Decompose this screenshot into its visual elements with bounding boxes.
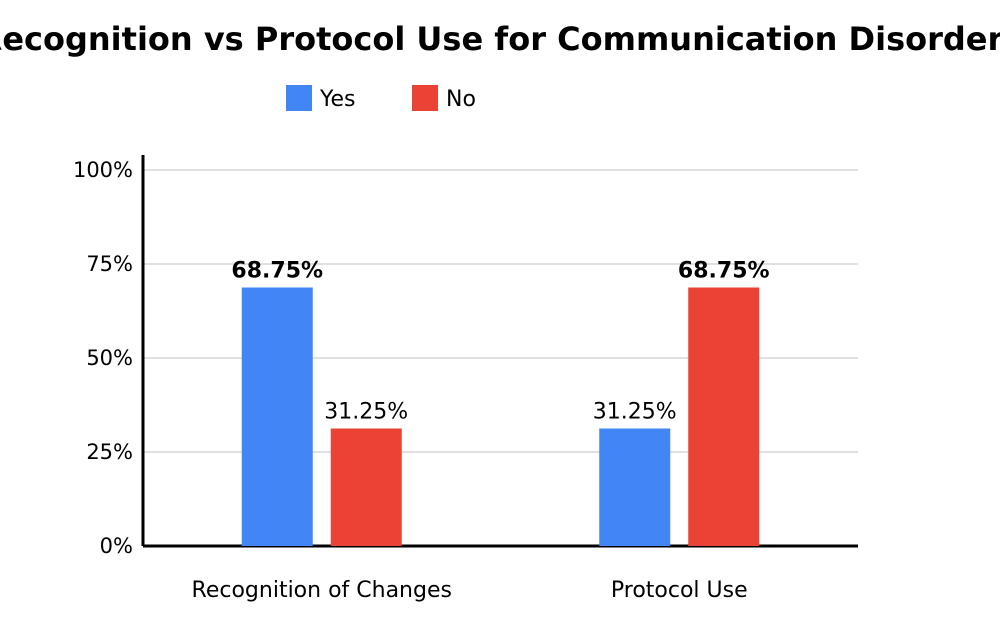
chart-title: Recognition vs Protocol Use for Communic… bbox=[0, 20, 1000, 58]
data-label-no-0: 31.25% bbox=[324, 400, 408, 425]
y-tick-label-4: 100% bbox=[73, 158, 133, 182]
x-axis: Recognition of Changes Protocol Use bbox=[143, 544, 858, 603]
data-label-yes-0: 68.75% bbox=[231, 259, 323, 284]
bar-yes-0 bbox=[241, 287, 313, 546]
legend-swatch-0 bbox=[286, 85, 312, 111]
data-label-no-1: 68.75% bbox=[678, 259, 770, 284]
legend-label-1: No bbox=[446, 87, 476, 112]
bar-no-1 bbox=[688, 287, 760, 546]
bar-yes-1 bbox=[599, 428, 671, 546]
x-tick-label-1: Protocol Use bbox=[611, 578, 748, 603]
y-tick-label-3: 75% bbox=[86, 252, 133, 276]
bar-no-0 bbox=[330, 428, 402, 546]
y-tick-label-2: 50% bbox=[86, 346, 133, 370]
y-tick-label-0: 0% bbox=[100, 534, 133, 558]
legend: Yes No bbox=[286, 85, 476, 112]
y-axis: 0% 25% 50% 75% 100% bbox=[73, 155, 145, 558]
y-tick-label-1: 25% bbox=[86, 440, 133, 464]
legend-swatch-1 bbox=[412, 85, 438, 111]
data-labels: 68.75% 31.25% 31.25% 68.75% bbox=[231, 259, 769, 425]
x-tick-label-0: Recognition of Changes bbox=[192, 578, 452, 603]
legend-label-0: Yes bbox=[319, 87, 356, 112]
data-label-yes-1: 31.25% bbox=[593, 400, 677, 425]
bars bbox=[241, 287, 760, 546]
